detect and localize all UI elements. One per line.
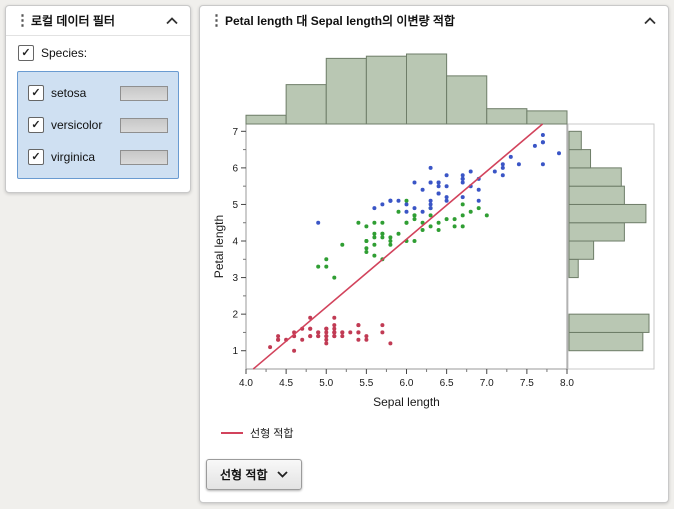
- collapse-icon[interactable]: [641, 14, 659, 28]
- filter-item-label: versicolor: [51, 118, 103, 132]
- species-filter-label: Species:: [41, 46, 88, 60]
- svg-text:6.0: 6.0: [400, 378, 414, 389]
- svg-text:4: 4: [232, 237, 238, 248]
- svg-text:7.5: 7.5: [520, 378, 534, 389]
- svg-text:4.0: 4.0: [239, 378, 253, 389]
- count-bar: [120, 85, 168, 101]
- filter-item-label: virginica: [51, 150, 96, 164]
- collapse-icon[interactable]: [163, 14, 181, 28]
- checkbox-checked-icon: ✓: [28, 117, 44, 133]
- filter-item-virginica[interactable]: ✓ virginica: [27, 141, 169, 173]
- report-panel-header: ⋮ Petal length 대 Sepal length의 이변량 적합: [200, 6, 668, 35]
- filter-item-versicolor[interactable]: ✓ versicolor: [27, 109, 169, 141]
- svg-text:Petal length: Petal length: [213, 215, 226, 278]
- svg-text:6: 6: [232, 163, 238, 174]
- count-bar: [120, 117, 168, 133]
- svg-text:6.5: 6.5: [440, 378, 454, 389]
- bivariate-fit-panel: ⋮ Petal length 대 Sepal length의 이변량 적합 4.…: [199, 5, 669, 503]
- species-filter-checkbox[interactable]: ✓ Species:: [6, 36, 190, 64]
- filter-item-setosa[interactable]: ✓ setosa: [27, 77, 169, 109]
- svg-text:Sepal length: Sepal length: [373, 395, 440, 409]
- bivariate-scatter-chart[interactable]: 4.0 4.5 5.0 5.5 6.0 6.5 7.0 7.5 8.0 1 2 3 4 5 6 7 Sepal …: [213, 47, 657, 447]
- filter-panel-header: ⋮ 로컬 데이터 필터: [6, 6, 190, 36]
- report-panel-title: Petal length 대 Sepal length의 이변량 적합: [225, 14, 455, 28]
- menu-dots-icon[interactable]: ⋮: [15, 12, 30, 29]
- svg-text:7: 7: [232, 127, 238, 138]
- svg-text:선형 적합: 선형 적합: [250, 427, 294, 440]
- filter-item-label: setosa: [51, 86, 87, 100]
- svg-text:4.5: 4.5: [279, 378, 293, 389]
- species-filter-box: ✓ setosa ✓ versicolor ✓ virginica: [17, 71, 179, 179]
- filter-panel-title: 로컬 데이터 필터: [31, 14, 115, 28]
- checkbox-checked-icon: ✓: [28, 149, 44, 165]
- svg-text:5: 5: [232, 200, 238, 211]
- local-data-filter-panel: ⋮ 로컬 데이터 필터 ✓ Species: ✓ setosa ✓ versic…: [5, 5, 191, 193]
- svg-text:7.0: 7.0: [480, 378, 494, 389]
- svg-text:2: 2: [232, 310, 238, 321]
- svg-text:3: 3: [232, 273, 238, 284]
- svg-text:1: 1: [232, 346, 238, 357]
- count-bar: [120, 149, 168, 165]
- linear-fit-button-label: 선형 적합: [220, 468, 268, 482]
- checkbox-checked-icon: ✓: [18, 45, 34, 61]
- linear-fit-menu-button[interactable]: 선형 적합: [206, 459, 302, 490]
- menu-dots-icon[interactable]: ⋮: [209, 12, 224, 29]
- svg-text:8.0: 8.0: [560, 378, 574, 389]
- svg-text:5.0: 5.0: [319, 378, 333, 389]
- checkbox-checked-icon: ✓: [28, 85, 44, 101]
- svg-text:5.5: 5.5: [359, 378, 373, 389]
- chevron-down-icon: [276, 471, 288, 478]
